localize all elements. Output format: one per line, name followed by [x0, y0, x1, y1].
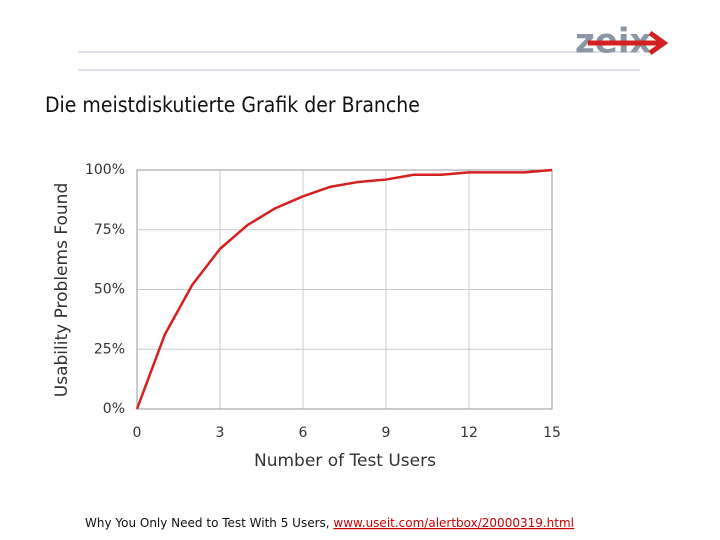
chart-panel [50, 150, 560, 470]
plot-frame [136, 169, 553, 410]
x-tick-label: 12 [460, 425, 478, 441]
x-tick-label: 0 [133, 425, 142, 441]
y-tick-label: 25% [94, 341, 125, 357]
logo-arrow [588, 30, 669, 56]
caption-text: Why You Only Need to Test With 5 Users, [85, 516, 333, 530]
x-axis-label: Number of Test Users [254, 451, 436, 471]
line [135, 168, 553, 410]
x-tick-label: 6 [299, 425, 308, 441]
caption-link[interactable]: www.useit.com/alertbox/20000319.html [333, 516, 574, 530]
x-tick-label: 15 [543, 425, 561, 441]
y-axis-label: Usability Problems Found [52, 183, 72, 397]
x-tick-label: 3 [216, 425, 225, 441]
y-tick-label: 100% [85, 162, 125, 178]
x-tick-label: 9 [382, 425, 391, 441]
caption: Why You Only Need to Test With 5 Users, … [85, 516, 574, 530]
y-tick-label: 50% [94, 282, 125, 298]
y-tick-label: 75% [94, 222, 125, 238]
slide-title: Die meistdiskutierte Grafik der Branche [45, 93, 420, 117]
y-tick-label: 0% [103, 401, 125, 417]
